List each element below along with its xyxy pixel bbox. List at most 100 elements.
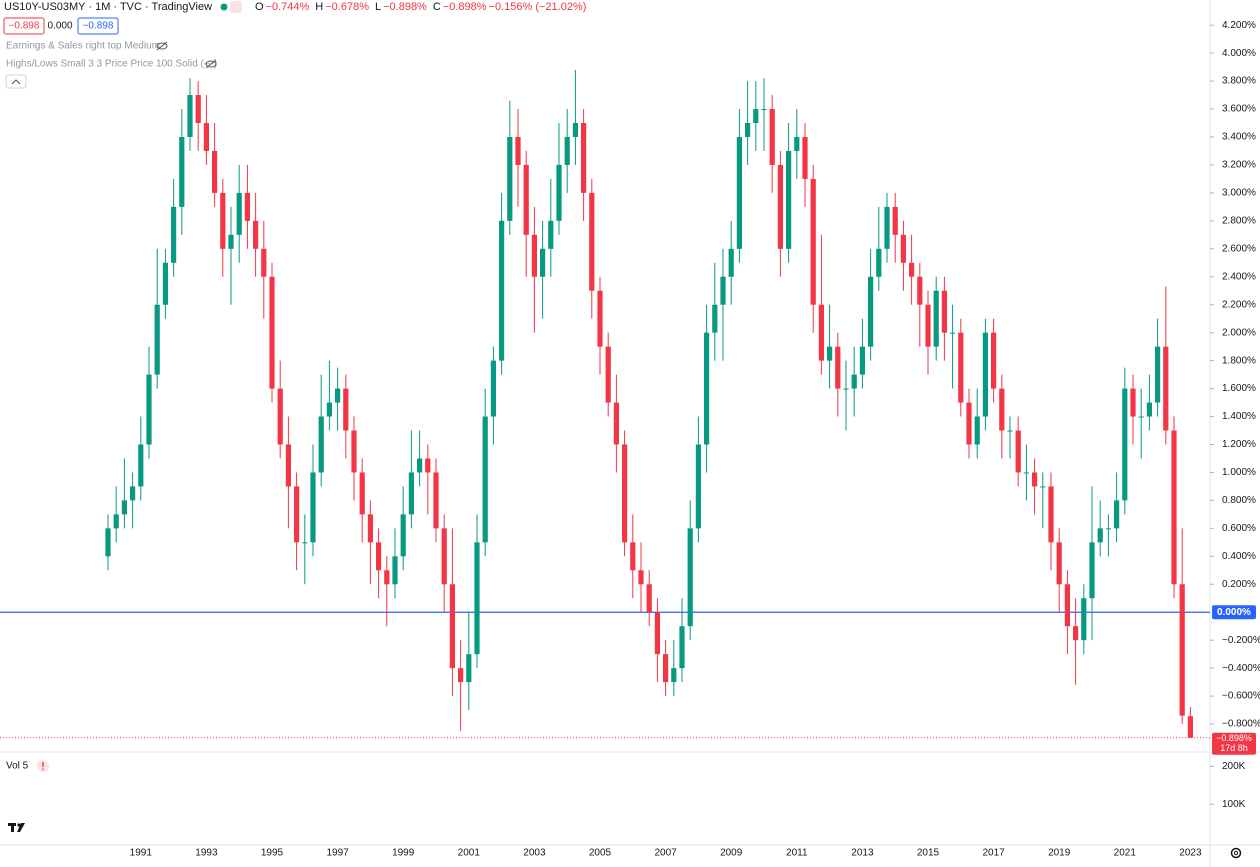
- candle-body: [367, 514, 373, 543]
- price-button-label: −0.898: [83, 21, 114, 32]
- warning-mark: [42, 762, 44, 767]
- candle-body: [105, 528, 111, 557]
- candle-body: [277, 388, 283, 445]
- candle-body: [138, 444, 144, 487]
- candle-body: [244, 192, 250, 221]
- candle-body: [654, 612, 660, 655]
- tradingview-logo[interactable]: [8, 823, 25, 832]
- candle-body: [802, 136, 808, 179]
- indicator-label[interactable]: Highs/Lows Small 3 3 Price Price 100 Sol…: [6, 59, 217, 70]
- ohlc-value: −0.678%: [325, 1, 369, 13]
- hline-label: 0.000%: [1217, 607, 1251, 618]
- candle-body: [769, 109, 775, 165]
- volume-tick-label: 200K: [1222, 761, 1246, 772]
- x-tick-label: 2011: [786, 848, 808, 859]
- candle-body: [228, 234, 234, 249]
- ohlc-value: −0.898%: [383, 1, 427, 13]
- hide-icon[interactable]: [205, 59, 217, 69]
- x-tick-label: 1991: [130, 848, 153, 859]
- candle-body: [130, 486, 136, 501]
- candle-body: [310, 472, 316, 543]
- price-button-label: −0.898: [9, 21, 40, 32]
- last-price-box: [1212, 732, 1256, 755]
- candle-body: [572, 123, 578, 137]
- candle-body: [1056, 542, 1062, 585]
- candle-body: [982, 332, 988, 417]
- candle-body: [720, 276, 726, 305]
- spread-label: 0.000: [47, 21, 72, 32]
- x-tick-label: 2023: [1179, 848, 1202, 859]
- candle-body: [490, 360, 496, 417]
- candle-body: [909, 262, 915, 277]
- candle-body: [966, 402, 972, 445]
- candle-body: [1114, 500, 1120, 529]
- candle-body: [646, 584, 652, 613]
- status-icon[interactable]: [230, 1, 242, 13]
- candle-body: [728, 248, 734, 277]
- candle-body: [1105, 528, 1111, 530]
- candle-body: [154, 304, 160, 375]
- candle-body: [269, 276, 275, 389]
- y-tick-label: 3.400%: [1222, 132, 1256, 143]
- candle-body: [359, 472, 365, 515]
- candle-body: [351, 430, 357, 473]
- candle-body: [663, 654, 669, 683]
- candle-body: [925, 304, 931, 347]
- settings-gear[interactable]: [1230, 847, 1242, 859]
- candle-body: [556, 164, 562, 221]
- candle-body: [638, 570, 644, 585]
- indicator-label[interactable]: Earnings & Sales right top Medium: [6, 41, 160, 52]
- symbol-title[interactable]: US10Y-US03MY · 1M · TVC · TradingView: [4, 1, 212, 13]
- candle-body: [1171, 430, 1177, 585]
- hide-icon[interactable]: [156, 41, 168, 51]
- candle-body: [326, 402, 332, 417]
- ohlc-readout: O −0.744% H −0.678% L −0.898% C −0.898% −0.156% …: [255, 1, 586, 13]
- candle-body: [392, 556, 398, 585]
- candle-body: [933, 290, 939, 347]
- candle-body: [458, 668, 464, 683]
- candle-body: [335, 388, 341, 403]
- candle-body: [400, 514, 406, 557]
- candle-body: [597, 290, 603, 347]
- price-button[interactable]: [77, 17, 119, 35]
- y-tick-label: 4.200%: [1222, 20, 1256, 31]
- x-tick-label: 1993: [195, 848, 218, 859]
- candle-body: [818, 304, 824, 361]
- candle-body: [1048, 486, 1054, 543]
- bar-countdown: 17d 8h: [1220, 743, 1248, 753]
- plot-area: [0, 69, 1210, 739]
- candle-body: [1073, 626, 1079, 641]
- candle-body: [294, 486, 300, 543]
- candle-body: [113, 514, 119, 529]
- candle-body: [868, 276, 874, 347]
- ohlc-value: −0.156% (−21.02%): [489, 1, 587, 13]
- last-price-label: −0.898%: [1216, 733, 1252, 743]
- volume-label[interactable]: Vol 5: [6, 761, 29, 772]
- x-tick-label: 2013: [851, 848, 874, 859]
- x-tick-label: 2005: [589, 848, 612, 859]
- collapse-icon: [11, 79, 21, 85]
- candle-body: [1187, 716, 1193, 738]
- volume-tick-label: 100K: [1222, 799, 1246, 810]
- ohlc-value: −0.898%: [443, 1, 487, 13]
- candle-body: [900, 234, 906, 263]
- candle-body: [236, 192, 242, 235]
- candle-body: [1023, 472, 1029, 474]
- collapse-button[interactable]: [5, 74, 27, 89]
- candle-body: [220, 192, 226, 249]
- y-tick-label: −0.400%: [1222, 663, 1260, 674]
- candle-body: [687, 528, 693, 627]
- candle-body: [523, 164, 529, 235]
- candle-body: [958, 332, 964, 403]
- x-tick-label: 1995: [261, 848, 284, 859]
- y-tick-label: 2.400%: [1222, 271, 1256, 282]
- candle-body: [745, 123, 751, 137]
- candle-body: [540, 248, 546, 277]
- candle-body: [441, 528, 447, 585]
- price-button[interactable]: [3, 17, 45, 35]
- candle-body: [285, 444, 291, 487]
- candle-body: [1155, 346, 1161, 403]
- candle-body: [1179, 584, 1185, 716]
